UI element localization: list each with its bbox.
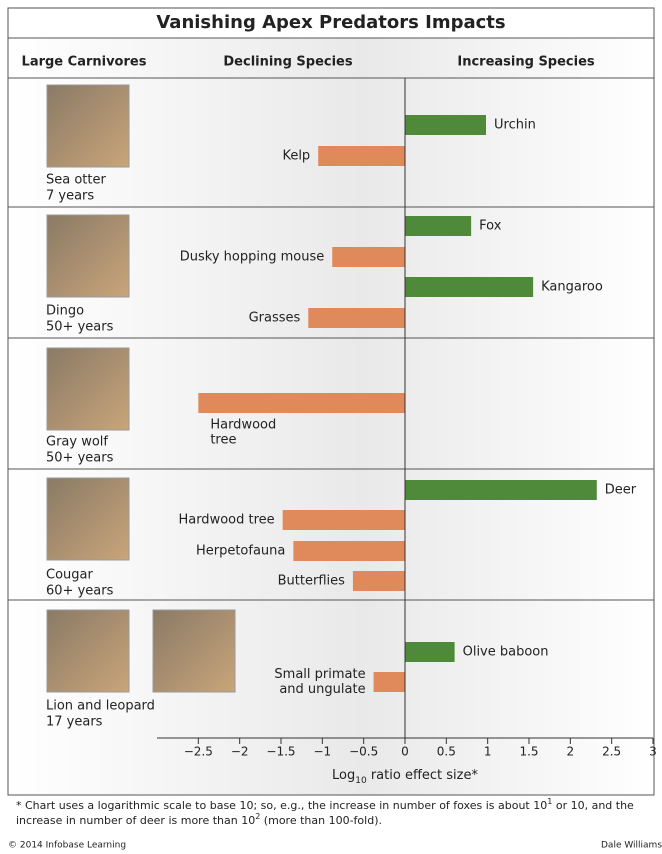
carnivore-photo: [46, 214, 130, 298]
chart-title: Vanishing Apex Predators Impacts: [156, 12, 505, 33]
x-axis-label-part: 10: [355, 776, 367, 786]
credit: © 2014 Infobase Learning: [8, 841, 126, 851]
x-tick-label: −1: [313, 745, 331, 759]
bar-label: Deer: [605, 483, 637, 498]
bar: [405, 115, 487, 135]
title-box: [7, 7, 655, 39]
bar-label: Butterflies: [278, 574, 345, 589]
bar-label: tree: [210, 433, 236, 448]
x-axis-label-part: Log: [332, 768, 355, 783]
footnote: increase in number of deer is more than …: [16, 812, 382, 827]
bar: [293, 541, 405, 561]
bar-label: Dusky hopping mouse: [180, 250, 324, 265]
bar-label: Olive baboon: [463, 645, 549, 660]
bar-label: Hardwood: [210, 418, 276, 433]
footnote: * Chart uses a logarithmic scale to base…: [16, 797, 634, 812]
x-axis-label: Log10 ratio effect size*: [332, 768, 478, 786]
credit: Dale Williams: [601, 841, 662, 851]
carnivore-name: Cougar: [46, 568, 93, 583]
header: Increasing Species: [457, 55, 595, 70]
footnote-part: increase in number of deer is more than …: [16, 814, 255, 827]
x-tick-label: 1.5: [519, 745, 538, 759]
carnivore-name: Gray wolf: [46, 435, 108, 450]
carnivore-duration: 50+ years: [46, 451, 114, 466]
footnote-part: * Chart uses a logarithmic scale to base…: [16, 799, 547, 812]
bar: [332, 247, 405, 267]
x-tick-label: 0: [401, 745, 409, 759]
x-tick-label: 0.5: [437, 745, 456, 759]
x-tick-label: −2.5: [184, 745, 213, 759]
bar-label: Grasses: [249, 311, 301, 326]
bar-label: Herpetofauna: [196, 544, 285, 559]
x-tick-label: 2: [567, 745, 575, 759]
carnivore-photo: [46, 347, 130, 431]
bar: [405, 642, 455, 662]
footnote-part: or 10, and the: [552, 799, 634, 812]
x-tick-label: −0.5: [349, 745, 378, 759]
x-tick-label: −1.5: [266, 745, 295, 759]
bar: [318, 146, 405, 166]
bar: [198, 393, 405, 413]
carnivore-name: Lion and leopard: [46, 699, 155, 714]
carnivore-name: Dingo: [46, 304, 84, 319]
footnote-part: (more than 100-fold).: [260, 814, 382, 827]
x-tick-label: 2.5: [602, 745, 621, 759]
bar-label: Kelp: [282, 149, 310, 164]
bar-label: Urchin: [494, 118, 536, 133]
carnivore-duration: 7 years: [46, 189, 94, 204]
bar-label: Kangaroo: [541, 280, 603, 295]
carnivore-photo: [46, 477, 130, 561]
bar-label: Hardwood tree: [178, 513, 274, 528]
bar: [308, 308, 405, 328]
carnivore-name: Sea otter: [46, 173, 106, 188]
header: Declining Species: [223, 55, 352, 70]
carnivore-duration: 50+ years: [46, 320, 114, 335]
bar-label: Small primate: [274, 667, 365, 682]
bar: [352, 571, 405, 591]
bar: [373, 672, 405, 692]
x-tick-label: −2: [231, 745, 249, 759]
bar-label: Fox: [479, 219, 502, 234]
header: Large Carnivores: [22, 55, 147, 70]
carnivore-photo: [152, 609, 236, 693]
bar: [405, 480, 597, 500]
bar-label: and ungulate: [279, 682, 365, 697]
footnote-part: 2: [255, 812, 260, 821]
bar: [405, 277, 534, 297]
x-axis-label-part: ratio effect size*: [367, 768, 479, 783]
carnivore-duration: 60+ years: [46, 584, 114, 599]
carnivore-photo: [46, 609, 130, 693]
carnivore-photo: [46, 84, 130, 168]
carnivore-duration: 17 years: [46, 715, 103, 730]
footnote-part: 1: [547, 797, 552, 806]
bar: [405, 216, 472, 236]
x-tick-label: 3: [649, 745, 657, 759]
bar: [282, 510, 405, 530]
x-tick-label: 1: [484, 745, 492, 759]
